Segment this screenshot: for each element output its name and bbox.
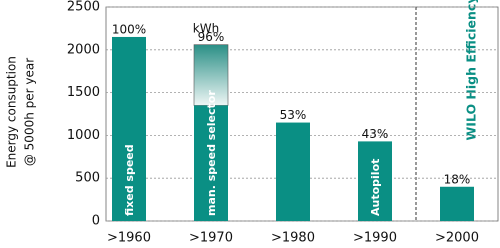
bar — [276, 122, 310, 221]
x-tick-label: >1970 — [189, 231, 233, 246]
y-tick-label: 2500 — [67, 0, 100, 15]
x-tick-label: >1980 — [271, 231, 315, 246]
percent-label: 96% — [198, 30, 225, 44]
x-tick-label: >1990 — [353, 231, 397, 246]
highlight-text: WILO High Efficiency — [464, 0, 479, 141]
y-tick-label: 1000 — [67, 128, 100, 143]
bar — [112, 36, 146, 222]
bar-text: Autopilot — [369, 159, 382, 216]
y-axis-label: Energy consuption — [5, 56, 19, 168]
bar — [358, 141, 392, 221]
y-axis-label: @ 5000h per year — [23, 58, 37, 166]
x-tick-label: >2000 — [435, 231, 479, 246]
y-tick-label: 1500 — [67, 85, 100, 100]
x-tick-label: >1960 — [107, 231, 151, 246]
percent-label: 53% — [280, 108, 307, 122]
bar — [194, 105, 228, 221]
bar-text: fixed speed — [123, 144, 136, 216]
bar-gradient — [193, 44, 229, 106]
bar — [440, 186, 474, 221]
percent-label: 43% — [362, 127, 389, 141]
percent-label: 18% — [444, 172, 471, 186]
y-tick-label: 0 — [92, 214, 100, 229]
percent-label: 100% — [112, 22, 146, 36]
y-tick-label: 500 — [75, 171, 100, 186]
unit-label: kWh — [193, 22, 219, 36]
y-tick-label: 2000 — [67, 42, 100, 57]
bar-text: man. speed selector — [205, 90, 218, 216]
